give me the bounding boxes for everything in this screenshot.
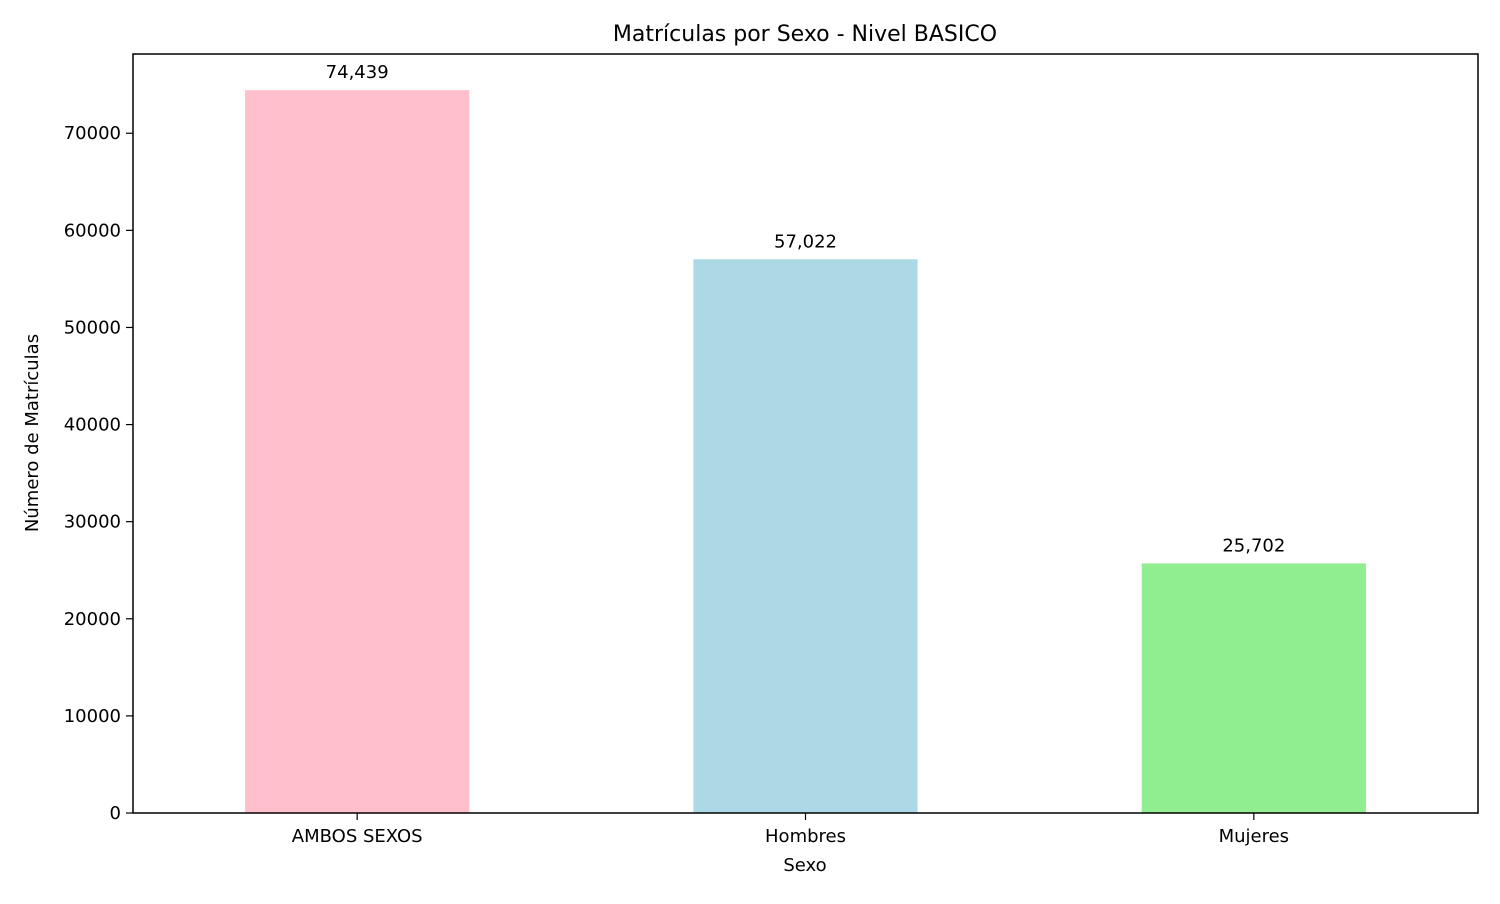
data-label-2: 25,702 — [1222, 535, 1285, 556]
data-label-1: 57,022 — [774, 231, 837, 252]
y-tick-label-2: 20000 — [64, 609, 121, 630]
plot-area: 74,439 AMBOS SEXOS 57,022 Hombres 25,702 Muje… — [64, 53, 1479, 847]
x-tick-label-0: AMBOS SEXOS — [292, 826, 423, 847]
x-tick-label-2: Mujeres — [1219, 826, 1289, 847]
bar-1 — [693, 259, 918, 813]
y-tick-label-5: 50000 — [64, 317, 121, 338]
chart-title: Matrículas por Sexo - Nivel BASICO — [613, 22, 997, 47]
y-tick-label-1: 10000 — [64, 706, 121, 727]
x-axis-label: Sexo — [783, 855, 826, 876]
bar-0 — [245, 90, 470, 814]
y-axis-label: Número de Matrículas — [22, 334, 43, 532]
plot-frame — [132, 53, 1479, 814]
x-tick-label-1: Hombres — [765, 826, 846, 847]
y-tick-label-3: 30000 — [64, 512, 121, 533]
y-tick-label-7: 70000 — [64, 123, 121, 144]
bar-2 — [1141, 563, 1366, 813]
y-tick-label-0: 0 — [110, 803, 121, 824]
data-label-0: 74,439 — [326, 62, 389, 83]
y-tick-label-4: 40000 — [64, 415, 121, 436]
y-tick-label-6: 60000 — [64, 220, 121, 241]
